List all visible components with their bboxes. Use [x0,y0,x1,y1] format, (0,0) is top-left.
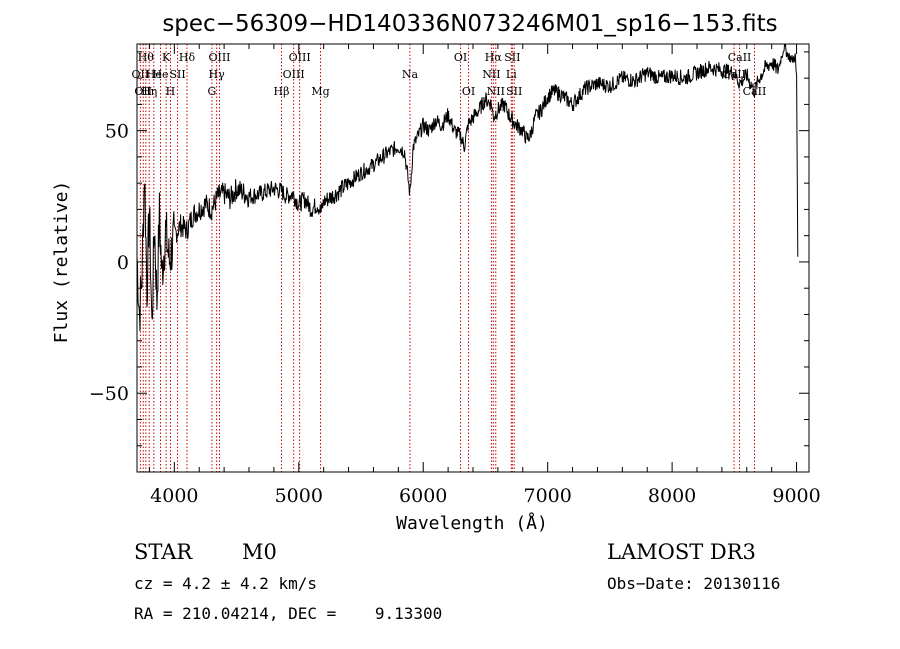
x-axis: 4000 5000 6000 7000 8000 9000 [148,44,821,507]
line-label: OIII [208,51,230,64]
line-label: He [152,68,168,81]
line-label: Hδ [179,51,196,64]
y-tick-label: 0 [117,252,129,274]
x-tick-label: 7000 [523,485,571,507]
line-label: Hα [485,51,503,64]
line-label: Hγ [209,68,226,81]
line-label: SII [504,51,520,64]
line-label: OII [134,85,152,98]
line-label: Hη [141,85,157,98]
line-label: Hθ [138,51,155,64]
line-label: He [146,68,162,81]
x-tick-label: 9000 [772,485,820,507]
x-tick-label: 8000 [648,485,696,507]
line-label: NII [487,85,505,98]
emission-line-markers [139,44,755,472]
observation-date: Obs−Date: 20130116 [607,574,780,593]
y-tick-label: −50 [89,383,129,405]
redshift-cz: cz = 4.2 ± 4.2 km/s [134,574,317,593]
line-label: OII [132,68,150,81]
y-tick-label: 50 [105,121,129,143]
line-label: G [208,85,217,98]
line-label: Li [506,68,517,81]
x-tick-label: 6000 [399,485,447,507]
line-label: OIII [289,51,311,64]
line-label: Na [402,68,419,81]
x-axis-label: Wavelength (Å) [396,512,548,534]
spectrum-line [137,44,799,331]
object-class: STAR [134,540,193,564]
line-label: SII [506,85,522,98]
line-label: CaII [728,51,752,64]
line-label: SII [169,68,185,81]
line-labels: OIIOIIHθHηHeHeKHSIIHδGHγOIIIHβOIIIOIIIMg… [132,51,767,98]
line-label: OIII [283,68,305,81]
x-tick-label: 4000 [150,485,198,507]
line-label: NII [482,68,500,81]
line-label: Mg [311,85,329,98]
survey-name: LAMOST DR3 [607,540,756,564]
chart-title: spec−56309−HD140336N073246M01_sp16−153.f… [162,11,777,37]
line-label: CaII [743,85,767,98]
y-axis-label: Flux (relative) [51,181,72,344]
line-label: H [166,85,176,98]
line-label: OI [454,51,467,64]
line-label: Hβ [274,85,290,98]
y-axis: −50 0 50 [89,51,809,473]
x-tick-label: 5000 [275,485,323,507]
object-subclass: M0 [242,540,277,564]
line-label: OI [462,85,475,98]
line-label: CaII [722,68,746,81]
plot-frame [136,43,810,473]
line-label: K [162,51,171,64]
ra-dec: RA = 210.04214, DEC = 9.13300 [134,604,442,623]
